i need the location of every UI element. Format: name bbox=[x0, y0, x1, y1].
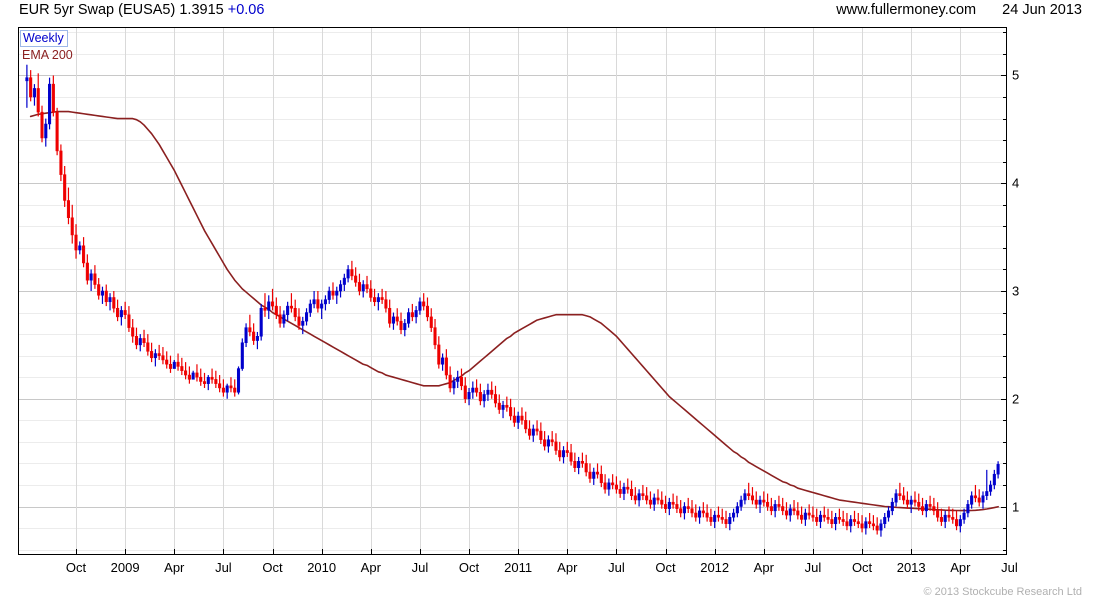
price-change: +0.06 bbox=[227, 2, 265, 18]
chart-header: EUR 5yr Swap (EUSA5) 1.3915 +0.06 www.fu… bbox=[0, 0, 1100, 26]
x-axis-tick-2011: 2011 bbox=[504, 560, 533, 575]
x-axis-tick-2013: 2013 bbox=[896, 560, 926, 575]
x-axis-tick-apr: Apr bbox=[753, 560, 774, 575]
x-axis-tick-jul: Jul bbox=[1001, 560, 1018, 575]
price-chart-svg bbox=[18, 27, 1007, 555]
y-axis-tick-3: 3 bbox=[1012, 283, 1020, 299]
gridlines bbox=[18, 27, 1007, 555]
header-meta: www.fullermoney.com 24 Jun 2013 bbox=[836, 2, 1082, 18]
axis-ticks bbox=[76, 32, 1007, 555]
y-axis-tick-2: 2 bbox=[1012, 391, 1020, 407]
x-axis-tick-2010: 2010 bbox=[307, 560, 337, 575]
instrument-title-text: EUR 5yr Swap (EUSA5) 1.3915 bbox=[19, 2, 224, 18]
x-axis-tick-apr: Apr bbox=[950, 560, 971, 575]
y-axis-tick-1: 1 bbox=[1012, 499, 1020, 514]
x-axis-tick-jul: Jul bbox=[411, 560, 429, 575]
candlestick-series bbox=[25, 64, 1000, 537]
x-axis-tick-jul: Jul bbox=[215, 560, 232, 575]
x-axis-tick-oct: Oct bbox=[65, 560, 87, 575]
x-axis-tick-jul: Jul bbox=[804, 560, 822, 575]
instrument-title: EUR 5yr Swap (EUSA5) 1.3915 +0.06 bbox=[19, 2, 264, 18]
x-axis-tick-oct: Oct bbox=[262, 560, 283, 575]
x-axis-tick-jul: Jul bbox=[608, 560, 625, 575]
website-label: www.fullermoney.com bbox=[836, 2, 977, 18]
copyright-notice: © 2013 Stockcube Research Ltd bbox=[923, 586, 1082, 598]
x-axis-tick-2009: 2009 bbox=[110, 560, 140, 575]
x-axis-tick-oct: Oct bbox=[851, 560, 873, 575]
plot-area bbox=[18, 27, 1007, 555]
x-axis-tick-oct: Oct bbox=[458, 560, 480, 575]
x-axis-tick-apr: Apr bbox=[164, 560, 185, 575]
y-axis-tick-5: 5 bbox=[1012, 67, 1020, 83]
y-axis-tick-4: 4 bbox=[1012, 175, 1020, 191]
chart-date: 24 Jun 2013 bbox=[1002, 2, 1082, 18]
ema-200-line bbox=[29, 110, 999, 512]
x-axis-tick-oct: Oct bbox=[655, 560, 676, 575]
x-axis-tick-apr: Apr bbox=[557, 560, 578, 575]
x-axis-tick-2012: 2012 bbox=[700, 560, 730, 575]
x-axis-tick-apr: Apr bbox=[360, 560, 381, 575]
